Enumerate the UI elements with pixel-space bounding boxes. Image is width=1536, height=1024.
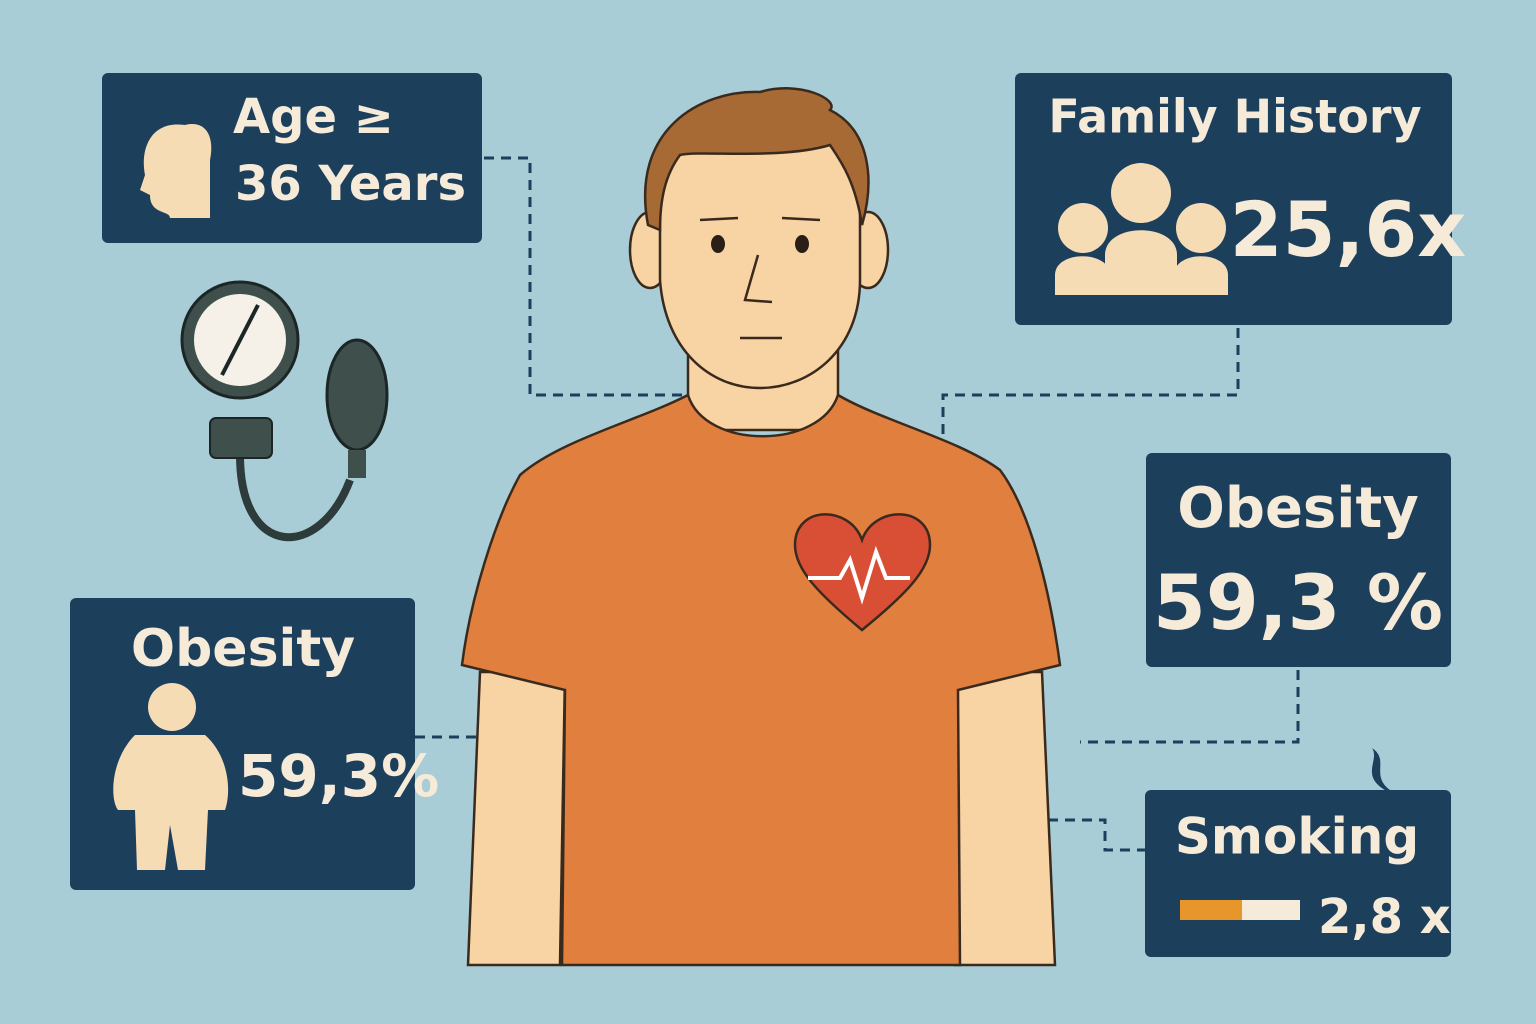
cigarette xyxy=(1242,900,1300,920)
panel-value: 59,3 % xyxy=(1153,558,1443,647)
panel-title: Age ≥ xyxy=(233,89,394,145)
body-icon xyxy=(113,683,229,870)
connector xyxy=(980,818,1145,852)
connector xyxy=(484,156,690,397)
panel-title: Obesity xyxy=(131,619,355,679)
smoke xyxy=(1371,748,1390,790)
panel-value: 25,6x xyxy=(1230,185,1467,274)
person xyxy=(460,87,1062,967)
family-icon xyxy=(1055,163,1228,295)
panel-title: Family History xyxy=(1048,90,1421,144)
panel-value: 2,8 x xyxy=(1318,889,1451,945)
panel-value: 59,3% xyxy=(238,742,439,810)
panel-value: 36 Years xyxy=(235,156,466,212)
cigarette-filter xyxy=(1180,900,1242,920)
head-icon xyxy=(140,124,212,218)
panel xyxy=(1146,453,1451,667)
connector xyxy=(1080,670,1300,744)
blood-pressure-gauge xyxy=(180,280,389,542)
panel-title: Obesity xyxy=(1177,476,1418,541)
panel-title: Smoking xyxy=(1175,808,1419,866)
